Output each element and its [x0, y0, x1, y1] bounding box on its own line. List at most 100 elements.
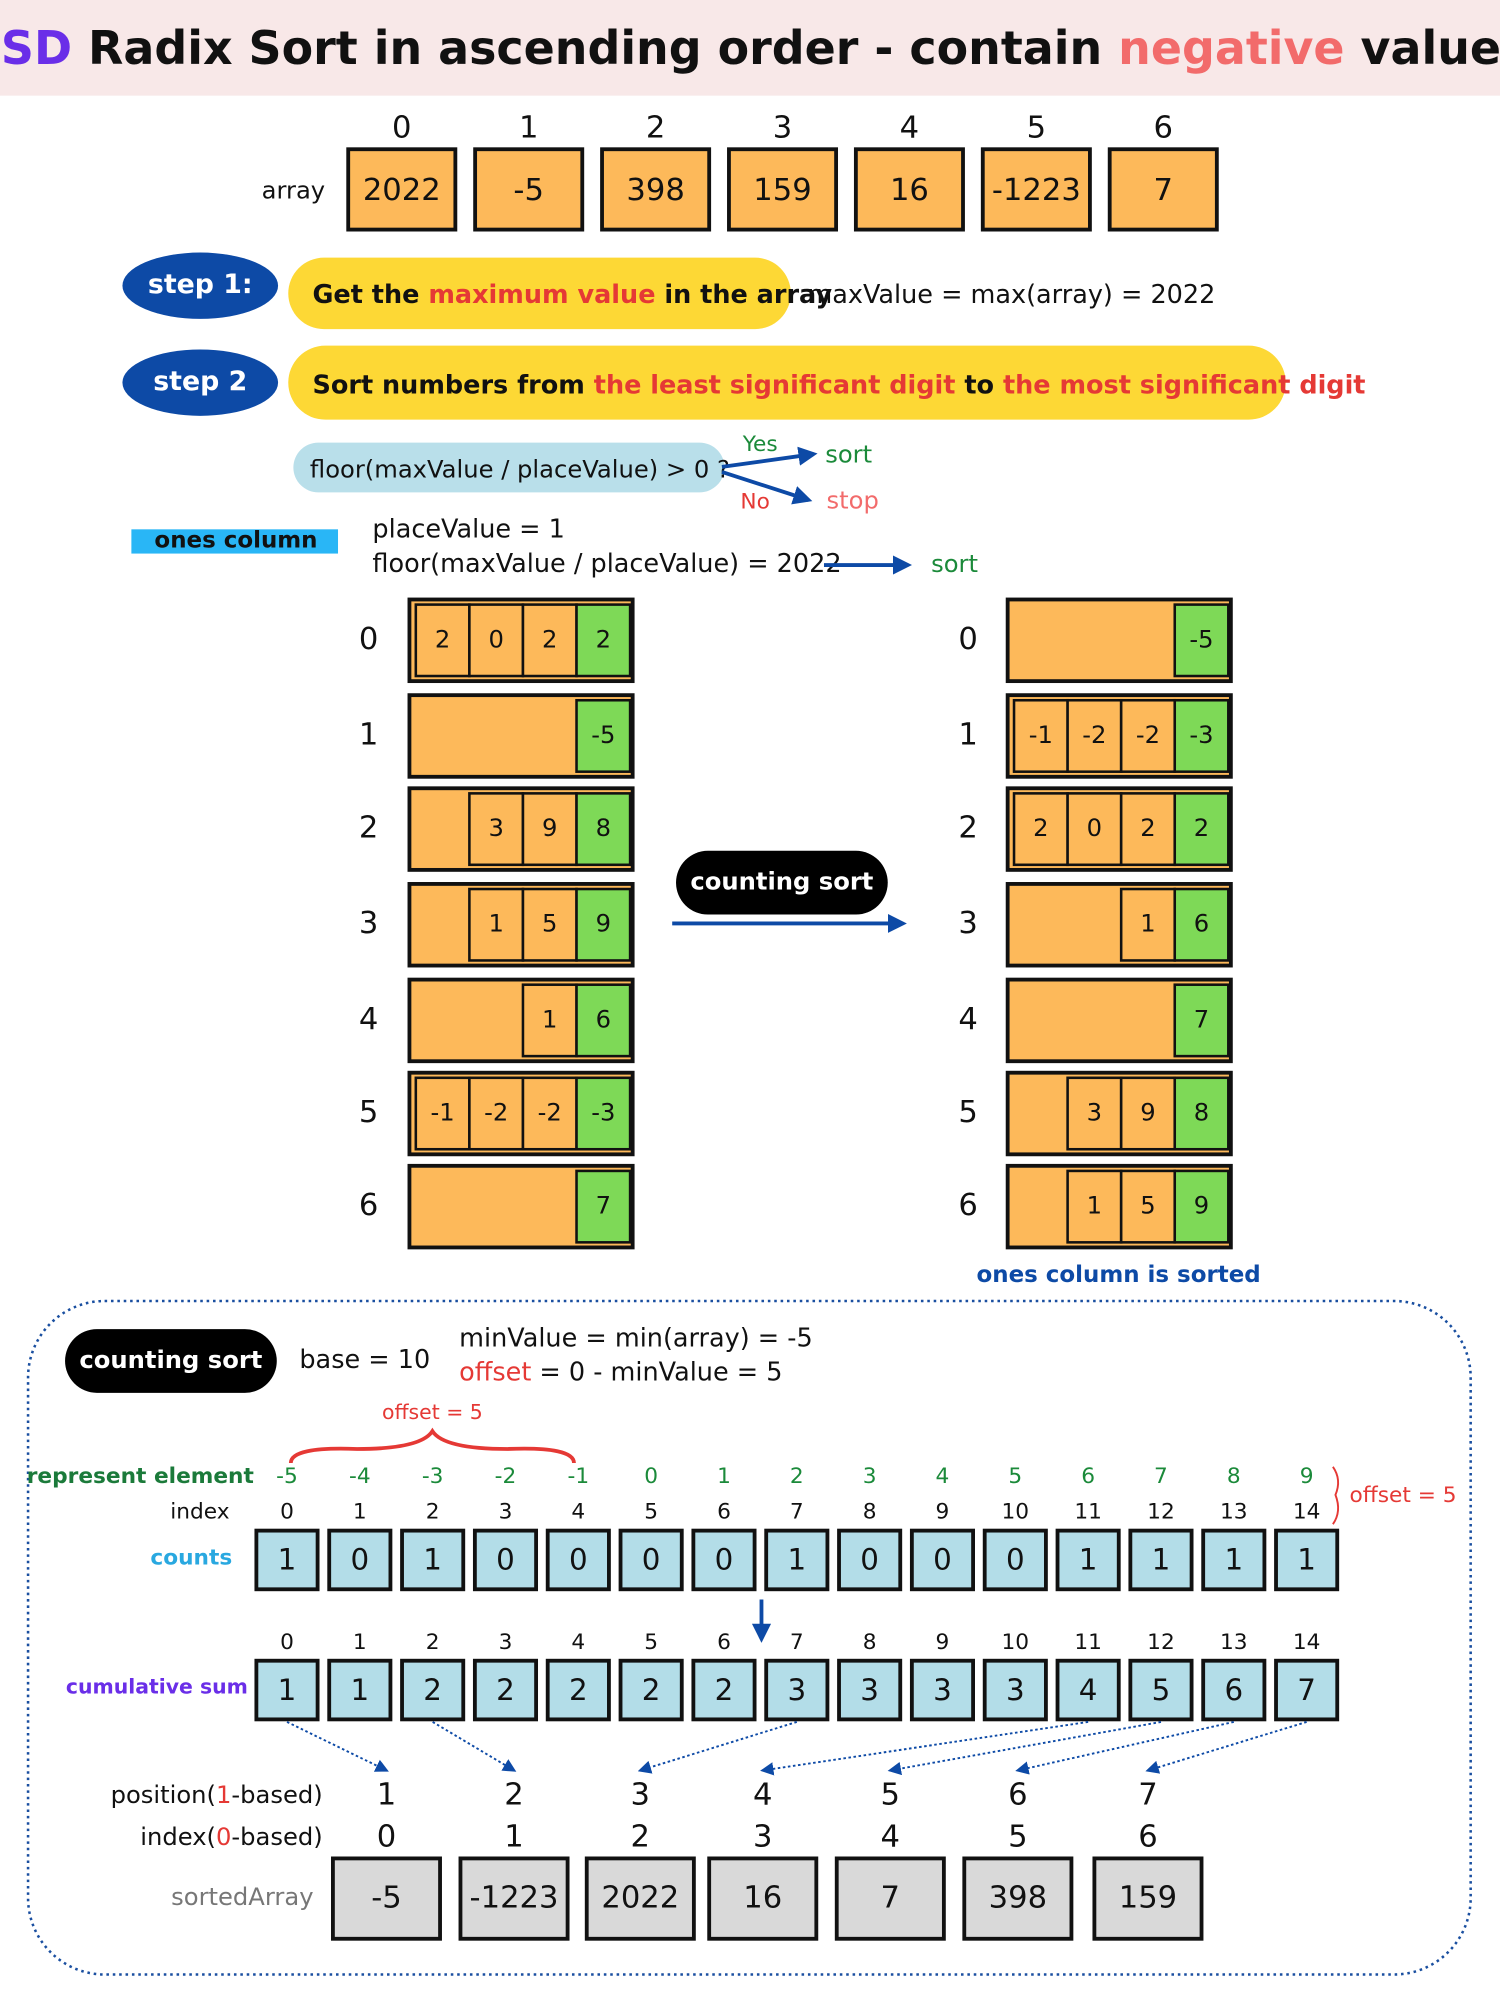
text-part: maximum value — [428, 280, 655, 310]
text-part: the least significant digit — [594, 370, 956, 400]
digit-cell — [521, 983, 578, 1058]
digit-cell — [414, 1076, 471, 1151]
no-result: stop — [827, 486, 879, 514]
action-text: counting sort — [690, 868, 873, 896]
digit: -5 — [591, 721, 615, 749]
position: 5 — [881, 1777, 900, 1812]
sorted-note: ones column is sorted — [977, 1262, 1261, 1288]
count-value: 1 — [423, 1543, 442, 1577]
represent-element: 6 — [1081, 1464, 1095, 1489]
count-cell — [837, 1528, 903, 1592]
count-value: 1 — [1224, 1543, 1243, 1577]
title-bar — [0, 0, 1500, 96]
count-value: 0 — [1006, 1543, 1025, 1577]
step-badge-text: step 1: — [148, 269, 253, 300]
digit-cell — [468, 792, 525, 867]
digit-cell — [575, 603, 632, 678]
text-part: in the array — [664, 280, 832, 310]
count-index: 11 — [1074, 1500, 1102, 1525]
bucket-index: 2 — [958, 811, 977, 846]
array-cell — [600, 147, 712, 232]
digit: -1 — [1029, 721, 1053, 749]
digit-cell — [1173, 603, 1230, 678]
digit-cell — [575, 1169, 632, 1244]
map-arrow — [760, 1720, 1089, 1776]
sorted-cell — [330, 1856, 442, 1941]
cumsum-cell — [1055, 1658, 1121, 1722]
cumsum-cell — [327, 1658, 393, 1722]
bucket-index: 3 — [958, 906, 977, 941]
cumsum-cell — [545, 1658, 611, 1722]
cumsum-index: 5 — [644, 1630, 658, 1655]
text-part: Get the — [313, 280, 420, 310]
cumsum-value: 3 — [860, 1673, 879, 1707]
digit-cell — [521, 887, 578, 962]
cumsum-cell — [472, 1658, 539, 1722]
digit: 9 — [596, 910, 611, 938]
represent-element: 4 — [936, 1464, 950, 1489]
digit-cell — [1173, 1076, 1230, 1151]
map-arrow — [286, 1721, 389, 1772]
bucket-index: 5 — [359, 1095, 378, 1130]
counting-panel — [26, 1299, 1472, 1976]
map-arrow — [637, 1721, 798, 1774]
count-value: 0 — [569, 1543, 588, 1577]
cumsum-value: 2 — [496, 1673, 515, 1707]
digit: -2 — [538, 1099, 562, 1127]
represent-element: 7 — [1154, 1464, 1168, 1489]
digit: 6 — [1194, 910, 1209, 938]
side-brace — [1332, 1466, 1340, 1525]
digit-cell — [1173, 1169, 1230, 1244]
bucket-index: 5 — [958, 1095, 977, 1130]
digit-cell — [1066, 1076, 1123, 1151]
count-cell — [472, 1528, 539, 1592]
count-value: 1 — [1152, 1543, 1171, 1577]
represent-element: -5 — [276, 1464, 298, 1489]
count-index: 8 — [863, 1500, 877, 1525]
represent-element: 9 — [1300, 1464, 1314, 1489]
cumsum-index: 1 — [353, 1630, 367, 1655]
count-index: 6 — [717, 1500, 731, 1525]
digit-cell — [468, 603, 525, 678]
cumsum-index: 13 — [1220, 1630, 1248, 1655]
count-index: 4 — [571, 1500, 585, 1525]
digit: 2 — [1033, 814, 1048, 842]
cumsum-value: 1 — [350, 1673, 369, 1707]
array-value: 16 — [890, 173, 929, 208]
digit: 2 — [1194, 814, 1209, 842]
digit-cell — [575, 1076, 632, 1151]
step1-formula: maxValue = max(array) = 2022 — [807, 280, 1215, 310]
position: 6 — [1008, 1777, 1027, 1812]
position: 3 — [631, 1777, 650, 1812]
array-cell — [980, 147, 1092, 232]
array-cell — [346, 147, 458, 232]
yes-result: sort — [825, 440, 872, 468]
sorted-value: -5 — [371, 1881, 402, 1916]
digit-cell — [1066, 698, 1123, 773]
count-cell — [1274, 1528, 1340, 1592]
count-cell — [400, 1528, 466, 1592]
position-label: position(1-based) — [111, 1781, 323, 1809]
step2-text: Sort numbers from the least significant … — [313, 370, 1366, 400]
bucket-index: 3 — [359, 906, 378, 941]
represent-element: -4 — [349, 1464, 371, 1489]
digit-cell — [1173, 698, 1230, 773]
count-value: 1 — [278, 1543, 297, 1577]
bucket-index: 6 — [958, 1188, 977, 1223]
text-part: the most significant digit — [1003, 370, 1366, 400]
digit: 7 — [596, 1192, 611, 1220]
cumsum-index: 8 — [863, 1630, 877, 1655]
cumsum-value: 2 — [715, 1673, 734, 1707]
position: 1 — [377, 1777, 396, 1812]
bucket-index: 2 — [359, 811, 378, 846]
cumsum-cell — [909, 1658, 976, 1722]
count-index: 1 — [353, 1500, 367, 1525]
digit: 7 — [1194, 1005, 1209, 1033]
bucket-index: 0 — [958, 622, 977, 657]
array-index: 1 — [519, 110, 538, 145]
digit: 5 — [1140, 1192, 1155, 1220]
condition-pill — [293, 442, 725, 493]
represent-element: 2 — [790, 1464, 804, 1489]
array-index: 5 — [1027, 110, 1046, 145]
